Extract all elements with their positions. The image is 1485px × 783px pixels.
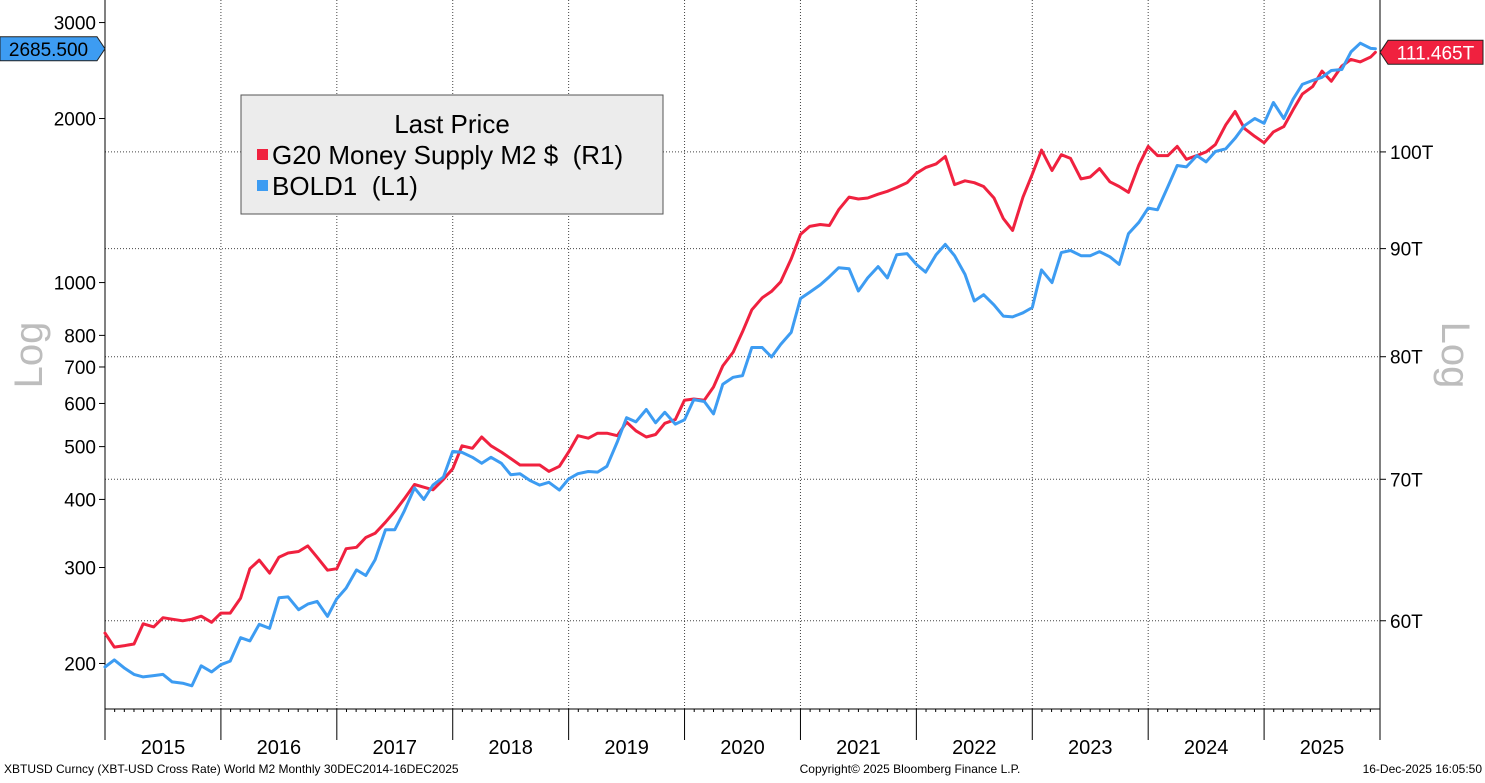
left-last-value-tag-shape (0, 36, 106, 62)
grid-layer (105, 0, 1380, 709)
x-tick-label-2020: 2020 (720, 737, 765, 759)
left-tick-label-1000: 1000 (54, 274, 96, 295)
legend-label-bold1: BOLD1 (L1) (272, 171, 418, 201)
last-value-tags: 2685.500 111.465T (0, 36, 1484, 65)
left-tick-label-300: 300 (64, 559, 96, 580)
right-last-value-tag-text: 111.465T (1397, 43, 1475, 64)
footer-copyright: Copyright© 2025 Bloomberg Finance L.P. (800, 762, 1021, 776)
right-tick-label-70: 70T (1390, 470, 1423, 491)
x-tick-label-2016: 2016 (257, 737, 302, 759)
legend-label-g20-m2: G20 Money Supply M2 $ (R1) (272, 140, 623, 170)
right-tick-label-90: 90T (1390, 240, 1423, 261)
left-tick-label-200: 200 (64, 654, 96, 675)
x-axis: 2015 2016 2017 2018 2019 2020 2021 2022 2023 2024… (104, 708, 1381, 759)
left-tick-label-700: 700 (64, 358, 96, 379)
legend-swatch-g20-m2 (257, 149, 268, 160)
series-layer (103, 41, 1377, 688)
x-tick-label-2022: 2022 (952, 737, 997, 759)
x-tick-label-2017: 2017 (373, 737, 418, 759)
right-tick-label-100: 100T (1390, 143, 1434, 164)
right-tick-label-80: 80T (1390, 348, 1423, 369)
legend: Last Price G20 Money Supply M2 $ (R1) BO… (240, 94, 664, 215)
left-tick-label-800: 800 (64, 326, 96, 347)
left-tick-label-500: 500 (64, 438, 96, 459)
left-tick-label-3000: 3000 (54, 14, 96, 35)
right-axis: 60T 70T 80T 90T 100T (1379, 0, 1434, 709)
left-tick-label-2000: 2000 (54, 110, 96, 131)
left-tick-label-400: 400 (64, 490, 96, 511)
x-tick-label-2021: 2021 (836, 737, 881, 759)
left-axis-label: Log (7, 322, 51, 389)
x-tick-label-2023: 2023 (1068, 737, 1113, 759)
left-last-value-tag-text: 2685.500 (9, 40, 88, 61)
legend-box (240, 94, 664, 215)
legend-swatch-bold1 (257, 180, 268, 191)
x-tick-label-2024: 2024 (1184, 737, 1229, 759)
right-tick-label-60: 60T (1390, 612, 1423, 633)
right-last-value-tag-shape (1379, 39, 1484, 65)
x-tick-label-2018: 2018 (488, 737, 533, 759)
legend-title: Last Price (394, 109, 510, 139)
left-tick-label-600: 600 (64, 394, 96, 415)
right-axis-label: Log (1433, 322, 1477, 389)
series-line-g20-money-supply-m2- (103, 50, 1377, 649)
footer-timestamp: 16-Dec-2025 16:05:50 (1363, 762, 1483, 776)
x-tick-label-2015: 2015 (141, 737, 186, 759)
left-axis: 200 300 400 500 600 700 800 1000 2000 3000 (54, 0, 106, 709)
x-tick-label-2025: 2025 (1300, 737, 1345, 759)
x-tick-label-2019: 2019 (604, 737, 649, 759)
footer-source: XBTUSD Curncy (XBT-USD Cross Rate) World… (4, 762, 459, 776)
series-line-bold1 (103, 41, 1377, 688)
